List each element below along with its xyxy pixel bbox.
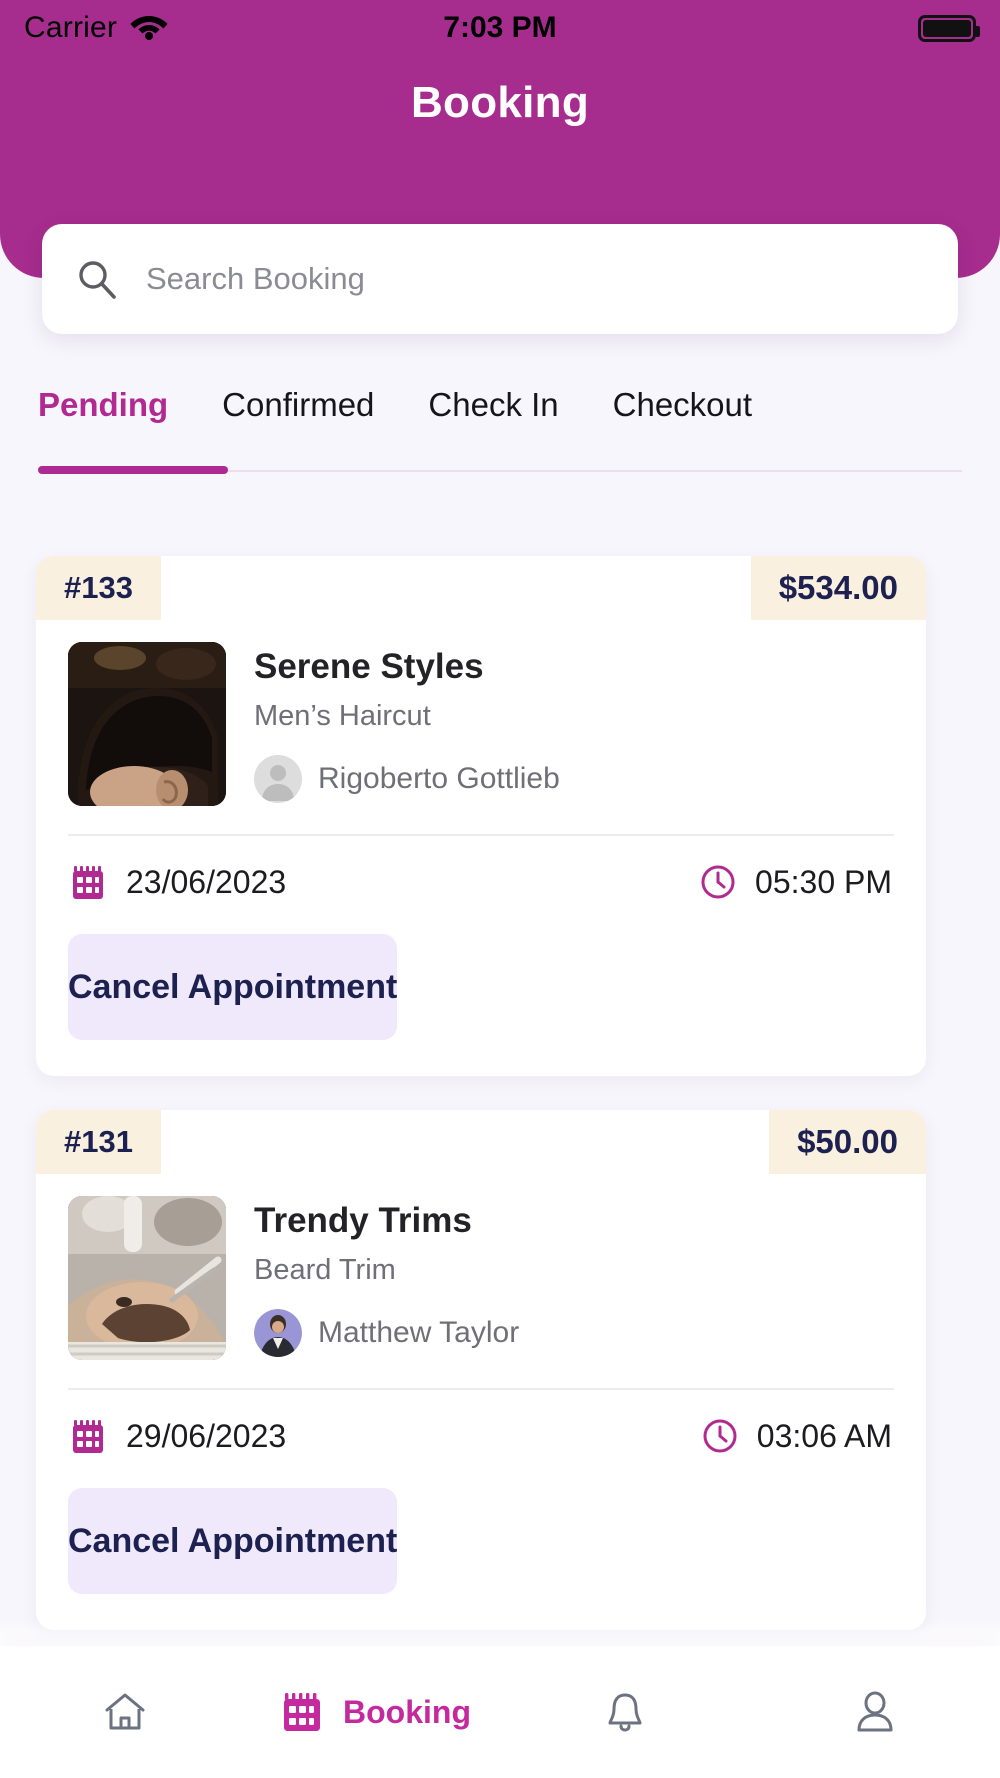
booking-time: 05:30 PM [755,863,892,900]
booking-price-badge: $50.00 [769,1110,926,1174]
booking-id-badge: #131 [36,1110,161,1174]
service-name: Beard Trim [254,1254,396,1286]
status-bar: Carrier 7:03 PM [0,0,1000,56]
bottom-navigation: Booking [0,1646,1000,1778]
avatar [254,755,302,803]
search-bar[interactable] [42,224,958,334]
card-body: Serene Styles Men’s Haircut Rigoberto Go… [36,620,926,806]
provider-row: Rigoberto Gottlieb [254,755,894,803]
service-thumbnail [68,642,226,806]
home-icon [102,1689,148,1735]
status-tabs: Pending Confirmed Check In Checkout [0,380,1000,472]
time-group: 03:06 AM [701,1417,892,1455]
time-group: 05:30 PM [699,863,892,901]
booking-date: 29/06/2023 [126,1417,287,1454]
tab-pending[interactable]: Pending [38,380,168,424]
card-divider [68,834,894,836]
calendar-icon [70,863,108,901]
person-icon [852,1689,898,1735]
booking-price-badge: $534.00 [750,556,926,620]
booking-card[interactable]: #131 $50.00 [36,1110,926,1630]
list-fade-overlay [0,1620,1000,1646]
page-title: Booking [410,78,590,127]
calendar-icon [70,1417,108,1455]
booking-date: 23/06/2023 [126,863,287,900]
provider-name: Rigoberto Gottlieb [318,762,560,795]
shop-name: Serene Styles [254,647,484,686]
nav-item-booking[interactable]: Booking [250,1646,500,1778]
date-time-row: 23/06/2023 05:30 PM [36,836,926,928]
date-group: 29/06/2023 [70,1417,286,1455]
clock-icon [701,1417,739,1455]
tab-checkout[interactable]: Checkout [613,380,752,424]
clock-icon [699,863,737,901]
nav-item-home[interactable] [0,1646,250,1778]
active-tab-indicator [38,466,228,474]
battery-full-icon [918,14,980,42]
nav-item-label: Booking [343,1693,471,1730]
tabs-divider [38,470,962,472]
search-input[interactable] [146,261,924,297]
shop-name: Trendy Trims [254,1201,472,1240]
wifi-icon [129,11,169,46]
cancel-appointment-button[interactable]: Cancel Appointment [68,934,398,1040]
search-icon [76,258,118,300]
card-header-row: #133 $534.00 [36,556,926,620]
cancel-appointment-button[interactable]: Cancel Appointment [68,1488,398,1594]
avatar [254,1309,302,1357]
tab-confirmed[interactable]: Confirmed [222,380,374,424]
nav-item-profile[interactable] [750,1646,1000,1778]
provider-row: Matthew Taylor [254,1309,894,1357]
date-group: 23/06/2023 [70,863,286,901]
service-thumbnail [68,1196,226,1360]
date-time-row: 29/06/2023 03:06 AM [36,1390,926,1482]
bell-icon [602,1689,648,1735]
status-bar-clock: 7:03 PM [443,11,557,44]
service-name: Men’s Haircut [254,700,431,732]
status-bar-left: Carrier [24,11,169,46]
card-info: Trendy Trims Beard Trim Ma [254,1196,894,1360]
tab-check-in[interactable]: Check In [428,380,558,424]
booking-time: 03:06 AM [756,1417,892,1454]
card-body: Trendy Trims Beard Trim Ma [36,1174,926,1360]
booking-id-badge: #133 [36,556,161,620]
booking-card[interactable]: #133 $534.00 [36,556,926,1076]
nav-item-notifications[interactable] [500,1646,750,1778]
status-bar-right [918,14,980,42]
calendar-icon [279,1689,325,1735]
card-info: Serene Styles Men’s Haircut Rigoberto Go… [254,642,894,806]
card-header-row: #131 $50.00 [36,1110,926,1174]
carrier-label: Carrier [24,11,118,44]
booking-list: #133 $534.00 [0,498,1000,1778]
card-divider [68,1388,894,1390]
provider-name: Matthew Taylor [318,1316,520,1349]
